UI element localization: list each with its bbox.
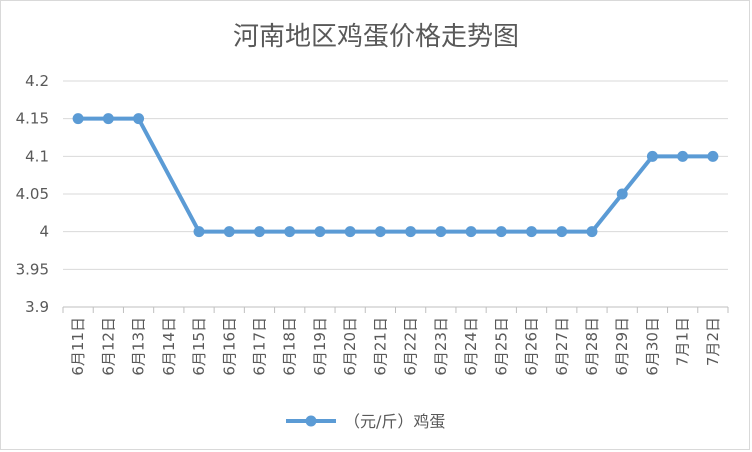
data-point <box>314 226 326 238</box>
y-tick-label: 4.2 <box>25 72 49 90</box>
x-tick-label: 6月23日 <box>432 317 450 376</box>
legend-label: （元/斤）鸡蛋 <box>344 412 445 431</box>
x-tick-label: 7月1日 <box>674 317 692 366</box>
x-tick-label: 6月30日 <box>643 317 661 376</box>
data-point <box>646 150 658 162</box>
data-point <box>405 226 417 238</box>
data-point <box>102 113 114 125</box>
data-point <box>253 226 265 238</box>
data-point <box>586 226 598 238</box>
x-tick-label: 6月18日 <box>281 317 299 376</box>
x-tick-label: 6月17日 <box>250 317 268 376</box>
legend-marker-icon <box>305 415 317 427</box>
x-tick-label: 6月24日 <box>462 317 480 376</box>
x-tick-label: 6月12日 <box>99 317 117 376</box>
x-tick-label: 6月21日 <box>371 317 389 376</box>
series-layer <box>72 113 719 238</box>
series-line <box>78 116 713 234</box>
x-tick-label: 6月14日 <box>160 317 178 376</box>
data-point <box>495 226 507 238</box>
data-point <box>707 150 719 162</box>
y-axis-ticks: 3.9 3.95 4 4.05 4.1 4.15 4.2 <box>16 72 49 316</box>
chart-title: 河南地区鸡蛋价格走势图 <box>233 22 519 52</box>
data-point <box>193 226 205 238</box>
x-tick-label: 6月20日 <box>341 317 359 376</box>
data-point <box>133 113 145 125</box>
x-tick-label: 6月16日 <box>220 317 238 376</box>
data-point <box>374 226 386 238</box>
x-tick-label: 6月26日 <box>523 317 541 376</box>
y-tick-label: 4.1 <box>25 147 49 165</box>
legend: （元/斤）鸡蛋 <box>286 412 445 431</box>
data-point <box>526 226 538 238</box>
data-point <box>465 226 477 238</box>
x-tick-label: 6月28日 <box>583 317 601 376</box>
data-point <box>435 226 447 238</box>
x-tick-label: 6月11日 <box>69 317 87 376</box>
x-tick-label: 6月19日 <box>311 317 329 376</box>
data-point <box>284 226 296 238</box>
y-tick-label: 4 <box>39 223 49 241</box>
x-tick-label: 6月22日 <box>402 317 420 376</box>
y-tick-label: 4.15 <box>16 110 49 128</box>
y-tick-label: 3.9 <box>25 298 49 316</box>
y-tick-label: 3.95 <box>16 260 49 278</box>
data-point <box>72 113 84 125</box>
x-axis-ticks: 6月11日 6月12日 6月13日 6月14日 6月15日 6月16日 6月17日 6月18日… <box>62 307 729 376</box>
data-point <box>344 226 356 238</box>
x-tick-label: 6月13日 <box>130 317 148 376</box>
data-point <box>556 226 568 238</box>
data-point <box>223 226 235 238</box>
gridlines <box>63 80 728 308</box>
x-tick-label: 7月2日 <box>704 317 722 366</box>
x-tick-label: 6月15日 <box>190 317 208 376</box>
x-tick-label: 6月27日 <box>553 317 571 376</box>
x-tick-label: 6月25日 <box>492 317 510 376</box>
data-point <box>616 188 628 200</box>
x-tick-label: 6月29日 <box>613 317 631 376</box>
y-tick-label: 4.05 <box>16 185 49 203</box>
data-point <box>677 150 689 162</box>
